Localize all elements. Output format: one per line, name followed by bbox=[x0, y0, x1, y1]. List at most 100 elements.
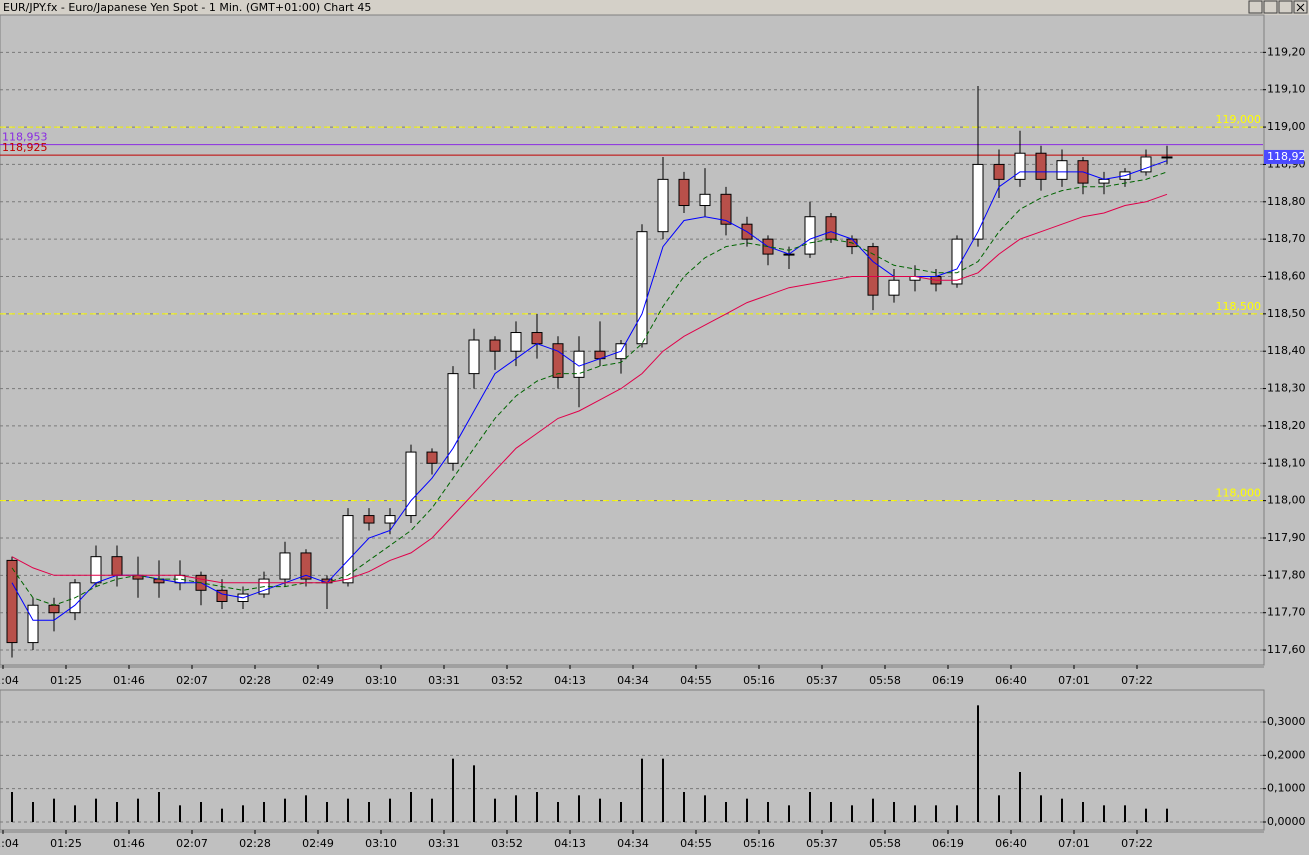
candle-body bbox=[1140, 156, 1152, 173]
candle-body bbox=[300, 552, 312, 580]
candle-body bbox=[951, 238, 963, 285]
candle-body bbox=[90, 556, 102, 584]
x-tick-label: 05:58 bbox=[869, 837, 901, 850]
candle-body bbox=[993, 163, 1005, 180]
volume-bar bbox=[557, 802, 559, 822]
y-tick-label: 117,80 bbox=[1267, 568, 1306, 581]
volume-bar bbox=[830, 802, 832, 822]
x-tick-label: 07:22 bbox=[1121, 837, 1153, 850]
volume-bar bbox=[284, 798, 286, 822]
x-tick-label: 03:10 bbox=[365, 837, 397, 850]
last-price-box bbox=[1264, 149, 1304, 164]
volume-panel bbox=[0, 689, 1265, 831]
candle-body bbox=[342, 515, 354, 584]
y-tick-label: 118,20 bbox=[1267, 419, 1306, 432]
volume-bar bbox=[53, 798, 55, 822]
y-tick-label: 118,60 bbox=[1267, 269, 1306, 282]
y-tick-label: 0,2000 bbox=[1267, 748, 1306, 761]
volume-bar bbox=[368, 802, 370, 822]
x-tick-label: 04:55 bbox=[680, 837, 712, 850]
volume-bar bbox=[74, 805, 76, 822]
candle-body bbox=[489, 339, 501, 352]
volume-bar bbox=[515, 795, 517, 822]
menu-button[interactable] bbox=[1248, 0, 1263, 14]
volume-bar bbox=[704, 795, 706, 822]
y-tick-label: 118,50 bbox=[1267, 307, 1306, 320]
candle-body bbox=[720, 193, 732, 225]
volume-bar bbox=[242, 805, 244, 822]
level-label: 118,000 bbox=[1216, 487, 1262, 500]
candle-body bbox=[468, 339, 480, 375]
x-tick-label: 03:52 bbox=[491, 837, 523, 850]
volume-bar bbox=[998, 795, 1000, 822]
maximize-button[interactable] bbox=[1278, 0, 1293, 14]
y-tick-label: 118,80 bbox=[1267, 195, 1306, 208]
volume-bar bbox=[767, 802, 769, 822]
x-tick-label: 01:46 bbox=[113, 837, 145, 850]
volume-bar bbox=[1124, 805, 1126, 822]
x-tick-label: 01:46 bbox=[113, 674, 145, 687]
candle-body bbox=[531, 332, 543, 345]
x-tick-label: 01:25 bbox=[50, 674, 82, 687]
candle-body bbox=[363, 515, 375, 524]
last-price-label: 118,92 bbox=[1267, 150, 1306, 163]
volume-bar bbox=[1040, 795, 1042, 822]
x-tick-label: 06:40 bbox=[995, 674, 1027, 687]
x-tick-label: 07:01 bbox=[1058, 674, 1090, 687]
candle-body bbox=[1014, 152, 1026, 180]
x-tick-label: 06:40 bbox=[995, 837, 1027, 850]
volume-bar bbox=[410, 792, 412, 822]
volume-bar bbox=[935, 805, 937, 822]
volume-bar bbox=[1166, 808, 1168, 822]
y-tick-label: 117,90 bbox=[1267, 531, 1306, 544]
x-tick-label: 07:01 bbox=[1058, 837, 1090, 850]
y-tick-label: 119,20 bbox=[1267, 45, 1306, 58]
x-tick-label: 04:13 bbox=[554, 674, 586, 687]
y-tick-label: 0,0000 bbox=[1267, 815, 1306, 828]
x-tick-label: 02:28 bbox=[239, 674, 271, 687]
volume-bar bbox=[494, 798, 496, 822]
volume-bar bbox=[599, 798, 601, 822]
candle-body bbox=[1035, 152, 1047, 180]
x-tick-label: 02:07 bbox=[176, 837, 208, 850]
level-label: 118,500 bbox=[1216, 300, 1262, 313]
candle-body bbox=[48, 604, 60, 614]
volume-bar bbox=[326, 802, 328, 822]
candle-body bbox=[804, 216, 816, 255]
x-tick-label: 05:16 bbox=[743, 837, 775, 850]
candle-body bbox=[972, 163, 984, 240]
close-icon bbox=[1296, 3, 1305, 12]
volume-bar bbox=[431, 798, 433, 822]
window-title: EUR/JPY.fx - Euro/Japanese Yen Spot - 1 … bbox=[3, 1, 371, 14]
candle-body bbox=[279, 552, 291, 580]
candle-body bbox=[657, 178, 669, 233]
volume-bar bbox=[956, 805, 958, 822]
minimize-button[interactable] bbox=[1263, 0, 1278, 14]
moving-average bbox=[11, 160, 1168, 621]
x-tick-label: 02:49 bbox=[302, 837, 334, 850]
volume-bar bbox=[809, 792, 811, 822]
volume-bar bbox=[662, 758, 664, 822]
volume-bar bbox=[914, 805, 916, 822]
window-buttons[interactable] bbox=[1248, 0, 1308, 14]
x-tick-label: 02:49 bbox=[302, 674, 334, 687]
volume-bar bbox=[1145, 808, 1147, 822]
candle-body bbox=[678, 178, 690, 207]
x-tick-label: 06:19 bbox=[932, 674, 964, 687]
volume-bar bbox=[620, 802, 622, 822]
volume-bar bbox=[977, 705, 979, 822]
volume-bar bbox=[32, 802, 34, 822]
candle-body bbox=[636, 231, 648, 345]
volume-bar bbox=[95, 798, 97, 822]
x-tick-label: 02:07 bbox=[176, 674, 208, 687]
y-tick-label: 118,10 bbox=[1267, 456, 1306, 469]
volume-bar bbox=[1082, 802, 1084, 822]
y-tick-label: 119,00 bbox=[1267, 120, 1306, 133]
volume-bar bbox=[725, 802, 727, 822]
level-label: 118,953 bbox=[2, 131, 48, 144]
candle-body bbox=[405, 451, 417, 517]
candle-body bbox=[825, 216, 837, 240]
moving-average bbox=[11, 171, 1168, 606]
candle-body bbox=[111, 556, 123, 576]
volume-bar bbox=[578, 795, 580, 822]
